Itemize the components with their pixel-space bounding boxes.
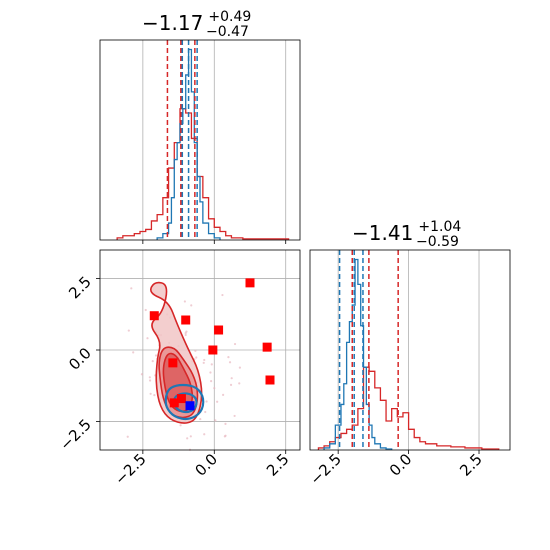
sample-point bbox=[210, 363, 213, 366]
histogram-series-2 bbox=[323, 258, 393, 450]
red-square-marker bbox=[214, 325, 224, 335]
sample-point bbox=[233, 342, 237, 346]
sample-point bbox=[184, 333, 187, 337]
histogram-1-title: −1.17 +0.49 −0.47 bbox=[142, 6, 256, 40]
blue-square-marker bbox=[185, 401, 195, 411]
scatter-markers bbox=[149, 278, 275, 411]
title-2-sup: +1.04 bbox=[418, 219, 461, 235]
histogram-1-ticks bbox=[142, 240, 287, 244]
scatter-x-ticks: −2.5 0.0 2.5 bbox=[111, 450, 293, 489]
sample-point bbox=[151, 360, 154, 363]
title-1-sub: −0.47 bbox=[206, 24, 249, 40]
red-square-marker bbox=[181, 315, 191, 325]
x-tick-label: −2.5 bbox=[307, 450, 345, 488]
x-tick-label: 0.0 bbox=[192, 450, 222, 480]
histogram-series-2 bbox=[156, 48, 221, 240]
histogram-2-series bbox=[317, 258, 500, 450]
sample-point bbox=[189, 435, 192, 438]
title-2-main: −1.41 bbox=[352, 221, 413, 245]
histogram-1-grid bbox=[142, 40, 287, 240]
sample-point bbox=[203, 433, 206, 436]
sample-point bbox=[216, 400, 219, 403]
sample-point bbox=[204, 410, 207, 414]
sample-point bbox=[184, 332, 187, 335]
sample-point bbox=[230, 377, 233, 380]
x-tick-label: −2.5 bbox=[111, 450, 149, 488]
histogram-1-quantile-lines bbox=[166, 40, 198, 240]
sample-point bbox=[154, 354, 158, 357]
title-1-main: −1.17 bbox=[142, 11, 203, 35]
sample-point bbox=[233, 414, 236, 418]
sample-point bbox=[205, 400, 208, 403]
sample-point bbox=[221, 293, 224, 297]
sample-point bbox=[238, 366, 241, 369]
sample-point bbox=[224, 434, 227, 437]
scatter-y-ticks: 2.5 0.0 −2.5 bbox=[56, 273, 100, 454]
sample-point bbox=[140, 373, 144, 376]
histogram-2-frame bbox=[309, 249, 511, 451]
sample-point bbox=[228, 361, 232, 364]
y-tick-label: 0.0 bbox=[65, 344, 95, 374]
sample-point bbox=[202, 361, 205, 364]
red-square-marker bbox=[208, 345, 218, 355]
sample-point bbox=[132, 351, 135, 354]
sample-point bbox=[213, 387, 216, 390]
histogram-2-quantile-lines bbox=[338, 250, 399, 450]
sample-point bbox=[146, 337, 149, 340]
contour-scatter-panel: −2.5 0.0 2.5 2.5 0.0 −2.5 bbox=[56, 249, 301, 489]
red-square-marker bbox=[265, 375, 275, 385]
sample-point bbox=[203, 358, 206, 362]
sample-point bbox=[199, 417, 202, 421]
sample-point bbox=[210, 380, 213, 383]
red-square-marker bbox=[149, 311, 159, 321]
sample-point bbox=[153, 393, 156, 397]
sample-point bbox=[214, 419, 217, 422]
sample-point bbox=[186, 437, 189, 440]
sample-point bbox=[130, 287, 133, 290]
histogram-2-title: −1.41 +1.04 −0.59 bbox=[352, 216, 466, 250]
sample-point bbox=[148, 376, 151, 379]
histogram-2-x-ticks: −2.5 0.0 2.5 bbox=[307, 450, 486, 489]
sample-point bbox=[126, 435, 129, 438]
sample-point bbox=[224, 422, 227, 425]
histogram-series-1 bbox=[317, 366, 500, 450]
sample-point bbox=[190, 304, 193, 307]
y-tick-label: 2.5 bbox=[65, 273, 95, 303]
red-square-marker bbox=[176, 394, 186, 404]
red-square-marker bbox=[262, 342, 272, 352]
red-square-marker bbox=[169, 398, 179, 408]
sample-point bbox=[227, 356, 230, 359]
title-2-sub: −0.59 bbox=[416, 234, 459, 250]
sample-point bbox=[195, 356, 198, 359]
sample-point bbox=[127, 329, 130, 332]
histogram-panel-parameter-1: −1.17 +0.49 −0.47 bbox=[99, 6, 301, 244]
density-contours bbox=[150, 281, 205, 424]
scatter-grid bbox=[100, 250, 300, 450]
x-tick-label: 2.5 bbox=[263, 450, 293, 480]
sample-point bbox=[149, 392, 152, 395]
contour-outer-blue bbox=[164, 383, 205, 421]
sample-point bbox=[183, 300, 186, 303]
sample-point bbox=[144, 308, 147, 312]
x-tick-label: 2.5 bbox=[456, 450, 486, 480]
sample-point bbox=[179, 424, 182, 427]
red-square-marker bbox=[168, 358, 178, 368]
sample-point bbox=[194, 349, 197, 352]
sample-point bbox=[148, 379, 152, 382]
y-tick-label: −2.5 bbox=[56, 416, 94, 454]
sample-point bbox=[229, 383, 233, 386]
histogram-1-frame bbox=[99, 39, 301, 241]
histogram-panel-parameter-2: −2.5 0.0 2.5 −1.41 +1.04 −0.59 bbox=[307, 216, 511, 489]
sample-point bbox=[222, 393, 225, 396]
sample-point bbox=[209, 371, 212, 374]
x-tick-label: 0.0 bbox=[386, 450, 416, 480]
red-square-marker bbox=[245, 278, 255, 288]
sample-point bbox=[238, 382, 241, 385]
title-1-sup: +0.49 bbox=[208, 9, 251, 25]
